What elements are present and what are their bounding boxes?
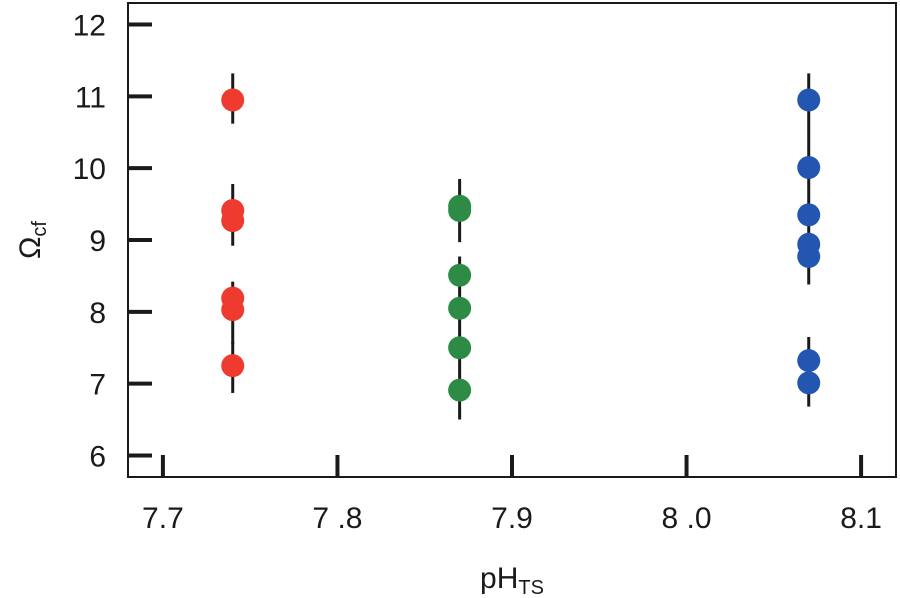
data-points	[221, 88, 821, 402]
error-bars	[231, 73, 811, 420]
data-point	[797, 203, 821, 227]
y-tick-label: 11	[75, 81, 106, 114]
x-tick-label: 7.9	[491, 502, 533, 535]
y-tick-label: 10	[73, 153, 106, 186]
y-tick-label: 6	[89, 440, 106, 473]
y-tick-label: 9	[89, 225, 106, 258]
y-tick-label: 12	[73, 10, 106, 43]
data-point	[448, 378, 472, 402]
data-point	[797, 371, 821, 395]
data-point	[797, 155, 821, 179]
y-axis: 6 7 8 9 10 11 12	[73, 10, 152, 473]
data-point	[448, 336, 472, 360]
data-point	[797, 245, 821, 269]
x-tick-label: 7.7	[142, 502, 184, 535]
data-point	[797, 349, 821, 373]
y-tick-label: 7	[89, 369, 106, 402]
y-tick-label: 8	[89, 297, 106, 330]
x-axis: 7.7 7 .8 7.9 8 .0 8.1	[142, 455, 882, 535]
x-tick-label: 8 .0	[662, 502, 712, 535]
x-axis-title: pHTS	[480, 562, 544, 598]
data-point	[221, 298, 245, 322]
data-point	[221, 354, 245, 378]
data-point	[221, 88, 245, 112]
data-point	[797, 88, 821, 112]
data-point	[221, 209, 245, 233]
data-point	[448, 263, 472, 287]
y-axis-title: Ωcf	[14, 221, 51, 259]
x-tick-label: 7 .8	[312, 502, 362, 535]
data-point	[448, 296, 472, 320]
x-tick-label: 8.1	[840, 502, 882, 535]
plot-frame	[127, 2, 897, 478]
data-point	[448, 199, 472, 223]
